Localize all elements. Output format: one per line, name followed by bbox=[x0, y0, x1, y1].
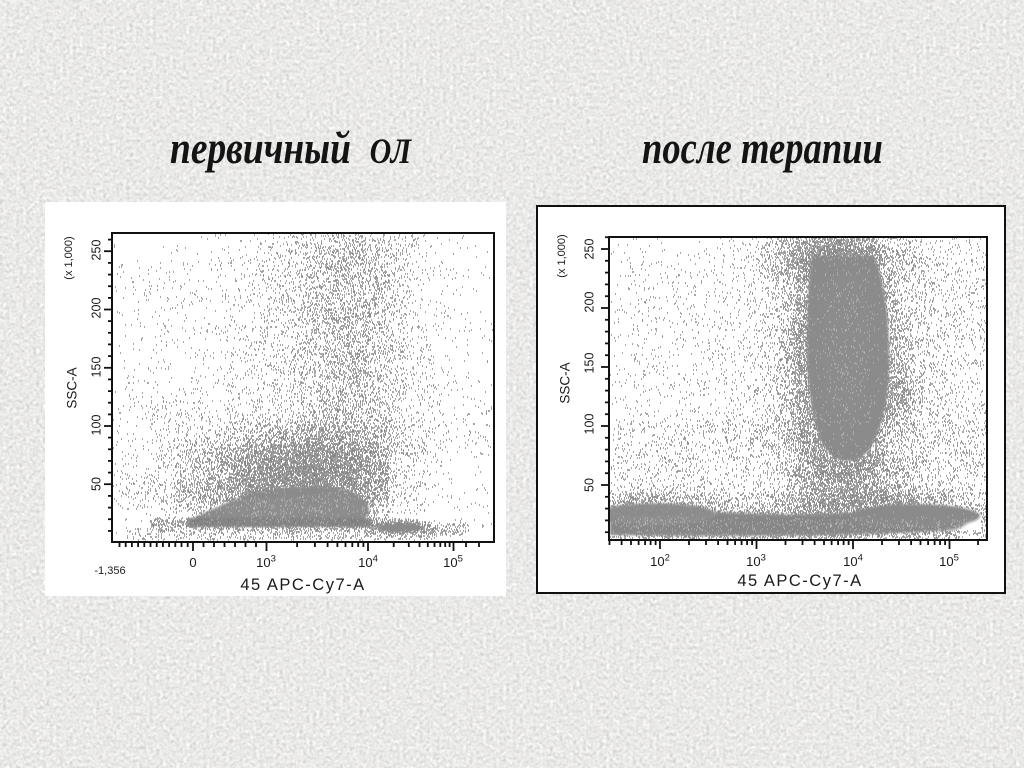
svg-text:104: 104 bbox=[843, 553, 863, 570]
svg-text:103: 103 bbox=[746, 553, 766, 570]
svg-text:250: 250 bbox=[89, 240, 103, 261]
svg-text:-1,356: -1,356 bbox=[94, 565, 125, 577]
svg-text:105: 105 bbox=[939, 553, 959, 570]
svg-text:0: 0 bbox=[189, 555, 196, 570]
svg-text:150: 150 bbox=[89, 357, 103, 378]
svg-text:SSC-A: SSC-A bbox=[65, 367, 80, 408]
svg-text:45 APC-Cy7-A: 45 APC-Cy7-A bbox=[737, 572, 862, 590]
svg-text:50: 50 bbox=[582, 478, 596, 492]
svg-text:104: 104 bbox=[358, 554, 378, 571]
svg-text:50: 50 bbox=[89, 477, 103, 491]
svg-text:200: 200 bbox=[582, 292, 596, 313]
svg-text:100: 100 bbox=[582, 414, 596, 435]
svg-text:(x 1,000): (x 1,000) bbox=[63, 236, 75, 279]
svg-text:100: 100 bbox=[89, 415, 103, 436]
svg-text:103: 103 bbox=[256, 554, 276, 571]
svg-text:250: 250 bbox=[582, 239, 596, 260]
svg-text:45 APC-Cy7-A: 45 APC-Cy7-A bbox=[240, 576, 365, 594]
svg-text:(x 1,000): (x 1,000) bbox=[556, 234, 568, 277]
svg-text:SSC-A: SSC-A bbox=[558, 362, 573, 403]
svg-text:200: 200 bbox=[89, 298, 103, 319]
svg-text:150: 150 bbox=[582, 353, 596, 374]
svg-text:105: 105 bbox=[443, 554, 463, 571]
svg-text:102: 102 bbox=[650, 553, 670, 570]
